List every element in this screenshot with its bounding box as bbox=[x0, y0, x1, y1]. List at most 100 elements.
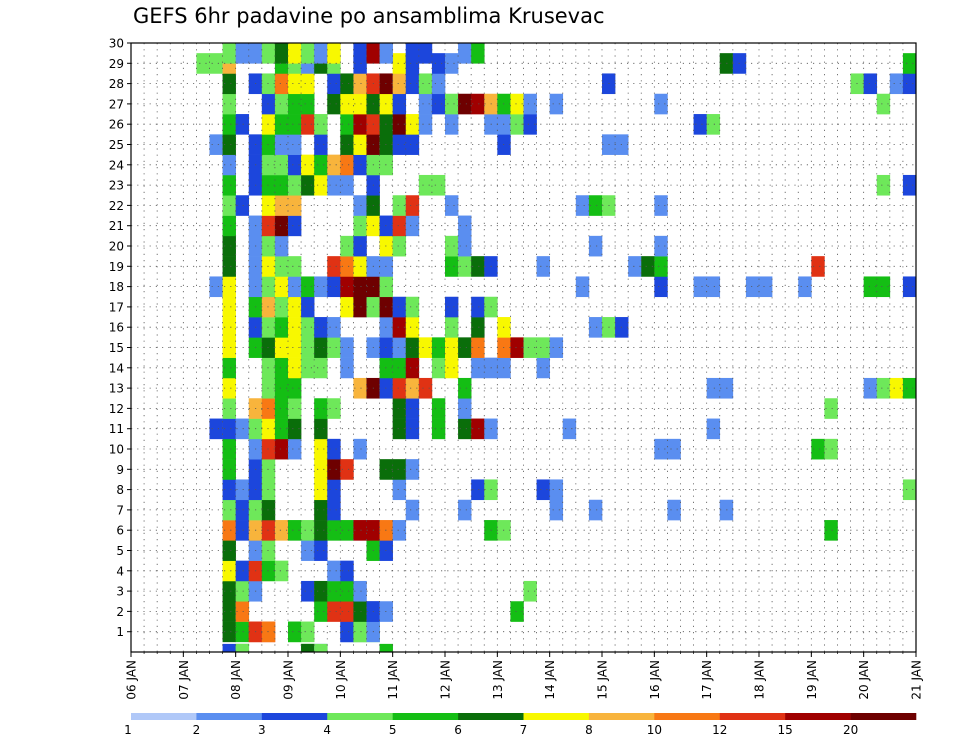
heatmap-cell bbox=[392, 114, 407, 135]
heatmap-cell bbox=[274, 256, 289, 277]
heatmap-cell bbox=[209, 418, 223, 440]
heatmap-cell bbox=[288, 520, 302, 541]
heatmap-cell bbox=[392, 357, 407, 379]
heatmap-cell bbox=[314, 438, 328, 460]
heatmap-cell bbox=[353, 43, 367, 64]
heatmap-cell bbox=[222, 377, 236, 399]
heatmap-cell bbox=[222, 459, 236, 480]
heatmap-cell bbox=[301, 643, 315, 653]
heatmap-cells bbox=[196, 43, 917, 653]
heatmap-cell bbox=[327, 154, 341, 176]
heatmap-cell bbox=[340, 357, 354, 379]
heatmap-cell bbox=[327, 317, 341, 338]
heatmap-cell bbox=[392, 296, 407, 318]
heatmap-cell bbox=[274, 114, 289, 135]
heatmap-cell bbox=[824, 438, 838, 460]
heatmap-cell bbox=[274, 377, 289, 399]
heatmap-cell bbox=[222, 114, 236, 135]
heatmap-cell bbox=[222, 73, 236, 95]
heatmap-cell bbox=[274, 134, 289, 155]
x-tick-label: 06 JAN bbox=[125, 660, 139, 700]
heatmap-cell bbox=[314, 601, 328, 622]
heatmap-cell bbox=[392, 235, 407, 257]
heatmap-cell bbox=[392, 195, 407, 216]
heatmap-cell bbox=[445, 114, 459, 135]
heatmap-cell bbox=[288, 256, 302, 277]
heatmap-cell bbox=[314, 418, 328, 440]
colorbar-swatch bbox=[588, 713, 655, 720]
colorbar-label: 10 bbox=[647, 723, 662, 737]
heatmap-cell bbox=[471, 43, 485, 64]
colorbar-label: 5 bbox=[389, 723, 397, 737]
heatmap-cell bbox=[902, 377, 917, 399]
heatmap-cell bbox=[301, 114, 315, 135]
heatmap-cell bbox=[353, 276, 367, 298]
heatmap-cell bbox=[405, 134, 420, 155]
heatmap-cell bbox=[418, 174, 433, 196]
heatmap-cell bbox=[314, 317, 328, 338]
heatmap-cell bbox=[340, 134, 354, 155]
grid-lines bbox=[130, 42, 917, 652]
heatmap-cell bbox=[353, 296, 367, 318]
heatmap-cell bbox=[327, 43, 341, 64]
heatmap-cell bbox=[274, 317, 289, 338]
colorbar-swatch bbox=[392, 713, 459, 720]
x-tick-label: 10 JAN bbox=[334, 660, 348, 700]
heatmap-cell bbox=[314, 540, 328, 561]
x-tick-label: 17 JAN bbox=[700, 660, 714, 700]
heatmap-cell bbox=[458, 93, 472, 115]
heatmap-cell bbox=[405, 114, 420, 135]
y-tick-label: 25 bbox=[109, 138, 124, 152]
heatmap-cell bbox=[288, 195, 302, 216]
heatmap-cell bbox=[418, 114, 433, 135]
y-tick-label: 12 bbox=[109, 402, 124, 416]
heatmap-cell bbox=[314, 643, 328, 653]
heatmap-cell bbox=[458, 499, 472, 521]
heatmap-cell bbox=[353, 93, 367, 115]
x-tick-label: 11 JAN bbox=[386, 660, 400, 700]
heatmap-cell bbox=[458, 235, 472, 257]
heatmap-cell bbox=[876, 93, 891, 115]
heatmap-cell bbox=[209, 53, 223, 74]
y-tick-label: 10 bbox=[109, 443, 124, 457]
heatmap-cell bbox=[536, 479, 550, 501]
heatmap-cell bbox=[379, 643, 393, 653]
heatmap-cell bbox=[235, 418, 250, 440]
heatmap-cell bbox=[327, 479, 341, 501]
x-tick-label: 21 JAN bbox=[910, 660, 924, 700]
colorbar-label: 8 bbox=[585, 723, 593, 737]
heatmap-cell bbox=[248, 43, 263, 64]
heatmap-cell bbox=[288, 154, 302, 176]
heatmap-cell bbox=[235, 643, 250, 653]
y-tick-label: 11 bbox=[109, 422, 124, 436]
heatmap-cell bbox=[523, 337, 537, 358]
heatmap-cell bbox=[222, 235, 236, 257]
heatmap-cell bbox=[288, 337, 302, 358]
heatmap-cell bbox=[392, 93, 407, 115]
y-tick-label: 9 bbox=[116, 463, 124, 477]
heatmap-cell bbox=[340, 296, 354, 318]
heatmap-cell bbox=[471, 296, 485, 318]
heatmap-cell bbox=[314, 398, 328, 419]
heatmap-cell bbox=[418, 73, 433, 95]
heatmap-cell bbox=[235, 601, 250, 622]
y-tick-label: 23 bbox=[109, 179, 124, 193]
heatmap-cell bbox=[274, 438, 289, 460]
heatmap-cell bbox=[288, 93, 302, 115]
heatmap-cell bbox=[889, 377, 904, 399]
heatmap-cell bbox=[431, 398, 446, 419]
heatmap-cell bbox=[274, 560, 289, 582]
x-tick-label: 19 JAN bbox=[805, 660, 819, 700]
colorbar-swatch bbox=[131, 713, 197, 720]
heatmap-cell bbox=[418, 43, 433, 64]
heatmap-cell bbox=[222, 580, 236, 602]
heatmap-cell bbox=[340, 256, 354, 277]
heatmap-cell bbox=[314, 174, 328, 196]
heatmap-cell bbox=[274, 276, 289, 298]
heatmap-cell bbox=[445, 357, 459, 379]
heatmap-cell bbox=[458, 337, 472, 358]
heatmap-cell bbox=[824, 398, 838, 419]
y-tick-label: 24 bbox=[109, 158, 124, 172]
heatmap-cell bbox=[340, 621, 354, 643]
heatmap-cell bbox=[288, 276, 302, 298]
